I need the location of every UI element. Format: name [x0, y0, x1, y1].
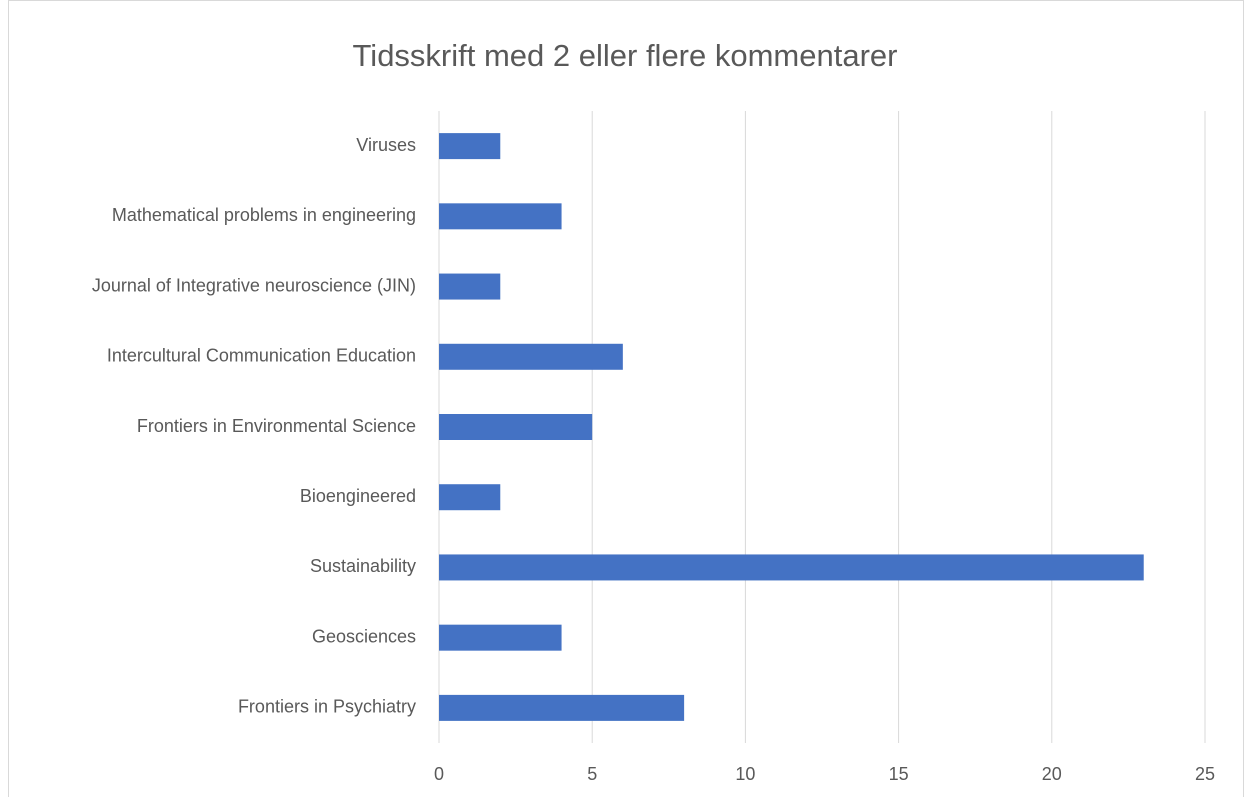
y-tick-label: Intercultural Communication Education [107, 346, 416, 366]
y-tick-label: Mathematical problems in engineering [112, 205, 416, 225]
x-tick-label: 15 [889, 764, 909, 784]
y-tick-label: Geosciences [312, 626, 416, 646]
y-tick-label: Frontiers in Environmental Science [137, 416, 416, 436]
y-tick-label: Sustainability [310, 556, 416, 576]
y-tick-label: Viruses [356, 135, 416, 155]
bar [439, 484, 501, 511]
x-tick-label: 5 [587, 764, 597, 784]
y-tick-label: Bioengineered [300, 486, 416, 506]
bar [439, 694, 685, 721]
chart-border [8, 0, 1244, 797]
x-tick-label: 0 [434, 764, 444, 784]
x-tick-label: 20 [1042, 764, 1062, 784]
y-tick-label: Journal of Integrative neuroscience (JIN… [92, 275, 416, 295]
bar [439, 273, 501, 300]
x-tick-label: 25 [1195, 764, 1215, 784]
bar [439, 133, 501, 160]
bar [439, 624, 562, 651]
bar [439, 203, 562, 230]
bar [439, 343, 623, 370]
y-tick-label: Frontiers in Psychiatry [238, 697, 416, 717]
chart-title: Tidsskrift med 2 eller flere kommentarer [353, 38, 898, 73]
bar [439, 414, 593, 440]
x-tick-label: 10 [735, 764, 755, 784]
bar [439, 554, 1144, 581]
